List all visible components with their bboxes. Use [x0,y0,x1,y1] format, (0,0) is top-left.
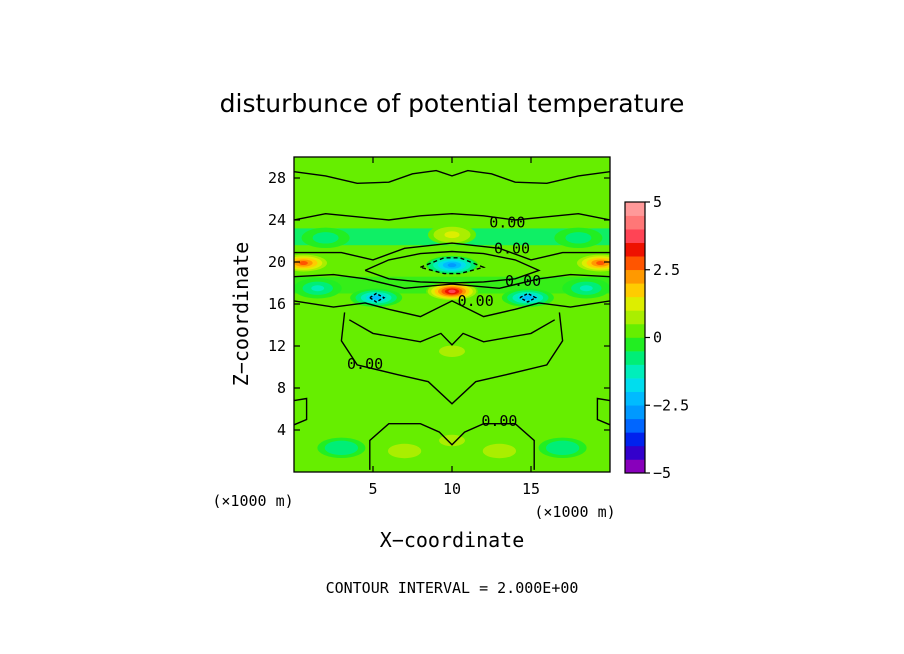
y-tick-label: 28 [268,169,286,187]
contour-top [294,169,610,185]
x-unit-left: (×1000 m) [212,492,293,510]
colorbar-tick-label: 2.5 [653,261,680,279]
colorbar-swatch [625,215,645,230]
colorbar-swatch [625,229,645,243]
colorbar-swatch [625,459,645,474]
colorbar-swatch [625,391,645,406]
field-blob-15-4 [311,285,325,292]
field-blob-2-8 [371,295,381,300]
contour-negative-core [420,257,486,275]
colorbar-swatch [625,405,645,420]
field-blob-13-2 [553,443,572,453]
colorbar-swatch [625,296,645,311]
x-tick-label: 5 [368,480,377,498]
field-blob-5-9 [596,261,605,266]
contour-label: 0.00 [505,272,541,290]
field-blob-11-2 [490,446,509,456]
contour-negative-left [369,292,386,303]
contour-z21 [294,242,610,261]
colorbar-swatch [625,418,645,433]
chart-title: disturbunce of potential temperature [220,89,685,118]
x-axis: 5 10 15 [368,157,540,498]
colorbar-swatch [625,202,645,216]
colorbar-swatch [625,378,645,392]
field-blob-7-3 [570,234,586,242]
colorbar-swatch [625,269,645,284]
contour-inner-arch [348,319,556,346]
contour-z16 [294,300,610,318]
y-tick-label: 24 [268,211,286,229]
y-tick-label: 20 [268,253,286,271]
field-blob-6-3 [318,234,334,242]
field-blob-4-9 [299,261,308,266]
heatmap-field [294,157,610,472]
colorbar: 5 2.5 0 −2.5 −5 [624,193,689,482]
field-blob-10-2 [395,446,414,456]
colorbar-swatch [625,364,645,379]
contour-loop-upper [364,250,541,284]
colorbar-swatch [625,256,645,271]
colorbar-tick-label: −5 [653,464,671,482]
colorbar-swatch [625,283,645,298]
colorbar-swatch [625,445,645,460]
contour-label: 0.00 [481,412,517,430]
x-axis-label: X−coordinate [380,528,525,552]
field-blob-3-8 [523,295,533,300]
contour-right-edge [596,397,610,426]
colorbar-tick-label: 5 [653,193,662,211]
contour-label: 0.00 [494,240,530,258]
colorbar-swatch [625,351,645,365]
field-blob-16-4 [579,285,593,292]
field-blob-12-2 [332,443,351,453]
contour-label: 0.00 [489,213,525,231]
colorbar-swatch [625,323,645,338]
field-blob-0-9 [447,263,457,268]
x-tick-label: 10 [443,480,461,498]
field-blob-8-3 [444,231,460,239]
colorbar-swatch [625,242,645,257]
contour-labels: 0.00 0.00 0.00 0.00 0.00 0.00 [347,213,541,429]
colorbar-swatch [625,337,645,352]
contour-label: 0.00 [347,355,383,373]
x-unit-right: (×1000 m) [534,503,615,521]
y-tick-label: 8 [277,379,286,397]
colorbar-swatch [625,432,645,447]
y-axis: 4 8 12 16 20 24 28 [268,169,610,439]
y-axis-label: Z−coordinate [229,242,253,387]
field-background [294,157,610,472]
colorbar-tick-label: −2.5 [653,396,689,414]
colorbar-swatch [625,310,645,325]
contour-interval-note: CONTOUR INTERVAL = 2.000E+00 [326,579,579,597]
contour-negative-right [519,292,538,303]
contour-left-edge [294,397,308,426]
y-tick-label: 16 [268,295,286,313]
contour-label: 0.00 [458,292,494,310]
contour-z9 [340,312,564,405]
x-tick-label: 15 [522,480,540,498]
y-tick-label: 4 [277,421,286,439]
field-blob-14-1 [439,345,465,357]
contour-z18 [294,273,610,290]
y-tick-label: 12 [268,337,286,355]
contour-z24 [294,212,610,221]
colorbar-tick-label: 0 [653,329,662,347]
contour-lines [294,169,610,470]
field-blob-1-13 [448,289,456,294]
contour-bottom [369,423,535,470]
